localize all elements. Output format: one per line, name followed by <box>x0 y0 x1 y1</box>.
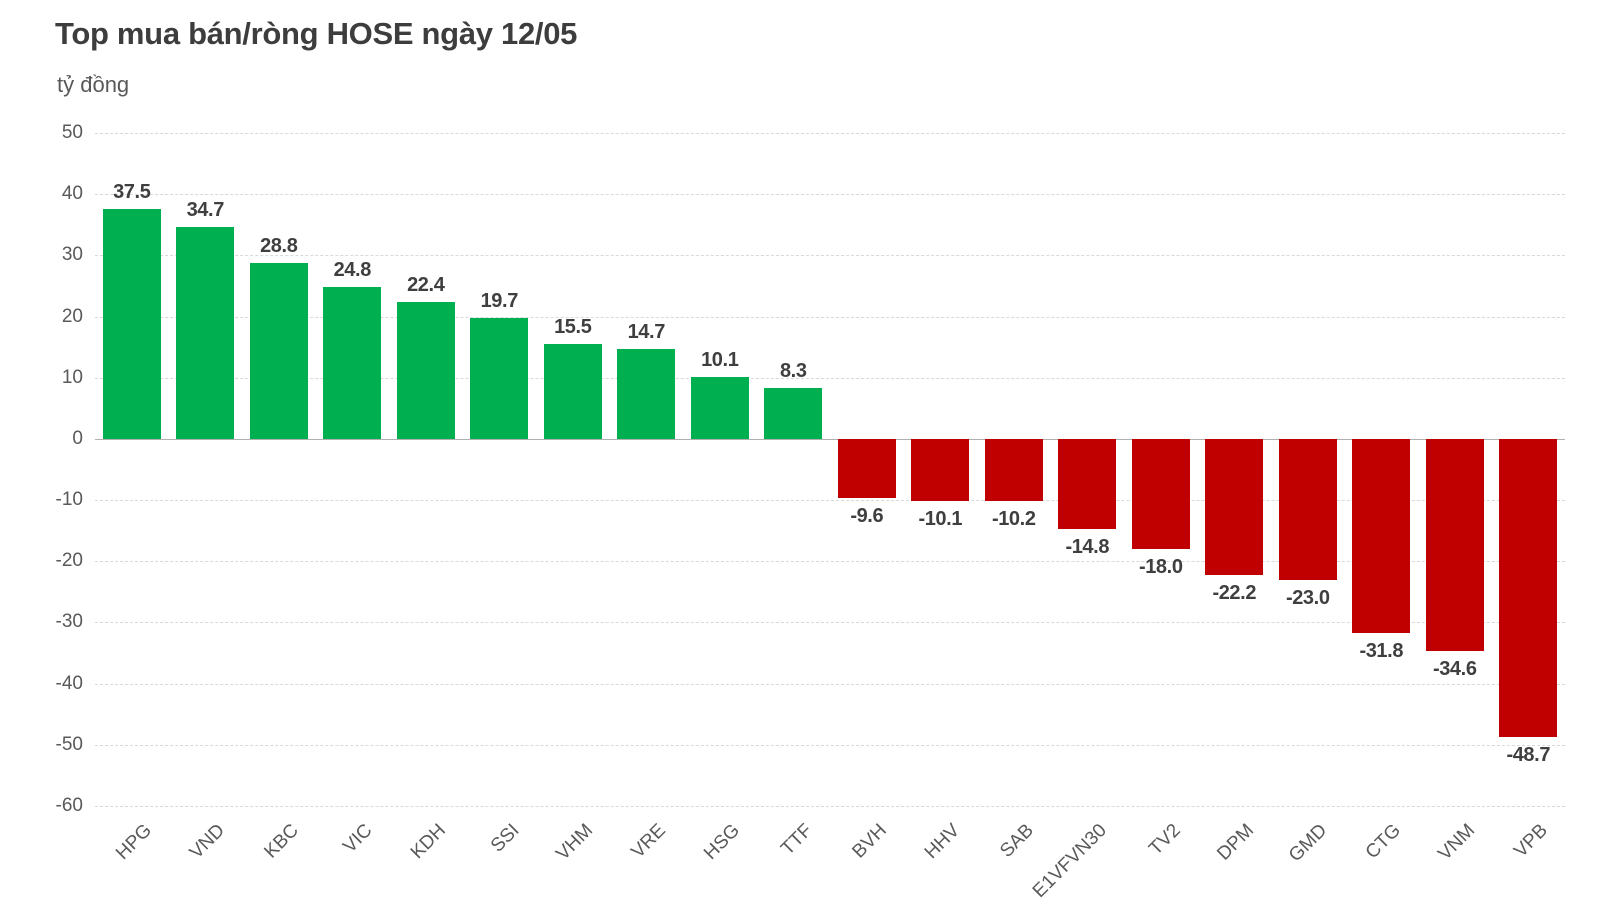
y-tick-label: -30 <box>55 611 83 633</box>
value-label-VNM: -34.6 <box>1432 657 1477 680</box>
y-tick-label: -20 <box>55 550 83 572</box>
x-tick-label-GMD: GMD <box>1285 820 1332 867</box>
gridline <box>95 622 1565 624</box>
x-tick-label-E1VFVN30: E1VFVN30 <box>1029 820 1112 900</box>
bar-TTF <box>764 388 823 439</box>
x-tick-label-VRE: VRE <box>627 820 671 863</box>
y-tick-label: 40 <box>61 183 83 205</box>
bar-HHV <box>911 438 970 501</box>
bar-SAB <box>984 438 1043 502</box>
y-axis-labels: 50 40 30 20 10 0 -10 -20 -30 -40 -50 -60 <box>0 122 83 816</box>
x-tick-label-BVH: BVH <box>848 820 891 863</box>
bar-VRE <box>617 348 676 439</box>
x-tick-label-TV2: TV2 <box>1145 820 1185 860</box>
y-tick-label: -50 <box>55 733 83 755</box>
x-tick-label-VIC: VIC <box>338 820 377 858</box>
gridline <box>95 500 1565 502</box>
bar-HPG <box>102 209 161 439</box>
gridline <box>95 133 1565 134</box>
y-tick-label: 0 <box>72 427 83 449</box>
gridline <box>95 561 1565 563</box>
x-tick-label-HHV: HHV <box>920 820 965 864</box>
x-tick-label-VNM: VNM <box>1433 820 1479 865</box>
x-tick-label-HSG: HSG <box>699 820 744 864</box>
value-label-DPM: -22.2 <box>1212 581 1257 604</box>
x-tick-label-KDH: KDH <box>406 820 450 864</box>
value-label-KBC: 28.8 <box>260 234 298 257</box>
value-label-HPG: 37.5 <box>113 181 151 204</box>
value-label-VIC: 24.8 <box>333 259 372 282</box>
value-label-VND: 34.7 <box>186 198 225 221</box>
x-tick-label-SSI: SSI <box>486 820 524 857</box>
bar-SSI <box>470 318 529 439</box>
gridline <box>95 255 1565 257</box>
y-tick-label: -60 <box>55 795 83 816</box>
gridline <box>95 316 1565 318</box>
value-label-HHV: -10.1 <box>918 507 963 530</box>
bar-GMD <box>1278 438 1337 580</box>
bar-KDH <box>396 301 455 439</box>
y-tick-label: -40 <box>55 672 83 694</box>
value-label-TV2: -18.0 <box>1138 556 1183 579</box>
x-tick-label-VND: VND <box>185 820 230 864</box>
value-label-VHM: 15.5 <box>554 316 592 339</box>
value-label-BVH: -9.6 <box>850 504 884 527</box>
x-tick-label-VHM: VHM <box>551 820 597 865</box>
x-tick-label-CTG: CTG <box>1361 820 1406 864</box>
bar-KBC <box>249 262 308 439</box>
bar-E1VFVN30 <box>1058 438 1117 530</box>
gridline <box>95 194 1565 196</box>
bar-BVH <box>837 438 896 498</box>
x-tick-label-VPB: VPB <box>1510 820 1553 862</box>
bar-VHM <box>543 344 602 439</box>
x-tick-label-DPM: DPM <box>1213 820 1259 865</box>
bar-TV2 <box>1131 438 1190 550</box>
value-label-SSI: 19.7 <box>480 290 519 313</box>
bar-VPB <box>1499 438 1558 737</box>
plot-area: 37.5 HPG 34.7 VND 28.8 KBC 24.8 VIC 22.4 KDH 19.7 S… <box>95 133 1565 900</box>
bar-HSG <box>690 377 749 439</box>
x-tick-label-TTF: TTF <box>777 820 818 860</box>
value-label-TTF: 8.3 <box>779 360 807 383</box>
y-tick-label: 30 <box>61 244 83 266</box>
gridline <box>95 683 1565 685</box>
y-tick-label: 50 <box>61 122 83 143</box>
y-tick-label: 20 <box>61 305 83 327</box>
value-label-CTG: -31.8 <box>1359 640 1404 663</box>
bar-VND <box>176 226 235 439</box>
x-tick-label-HPG: HPG <box>111 820 156 864</box>
gridline <box>95 806 1565 807</box>
value-label-E1VFVN30: -14.8 <box>1065 536 1110 559</box>
value-label-VRE: 14.7 <box>627 320 666 343</box>
bar-CTG <box>1352 438 1411 634</box>
value-label-GMD: -23.0 <box>1285 586 1330 609</box>
gridline <box>95 744 1565 746</box>
value-label-HSG: 10.1 <box>701 349 739 372</box>
x-tick-label-KBC: KBC <box>260 820 303 863</box>
bar-DPM <box>1205 438 1264 575</box>
y-tick-label: 10 <box>61 366 83 388</box>
value-label-SAB: -10.2 <box>991 508 1036 531</box>
y-axis-unit-label: tỷ đồng <box>57 72 130 97</box>
value-label-VPB: -48.7 <box>1506 743 1551 766</box>
chart-title: Top mua bán/ròng HOSE ngày 12/05 <box>55 16 578 51</box>
bar-VIC <box>323 287 382 439</box>
zero-axis-line <box>95 438 1565 440</box>
x-tick-label-SAB: SAB <box>995 820 1038 862</box>
y-tick-label: -10 <box>55 489 83 511</box>
gridline <box>95 377 1565 379</box>
value-label-KDH: 22.4 <box>407 273 445 296</box>
bar-VNM <box>1425 438 1484 651</box>
